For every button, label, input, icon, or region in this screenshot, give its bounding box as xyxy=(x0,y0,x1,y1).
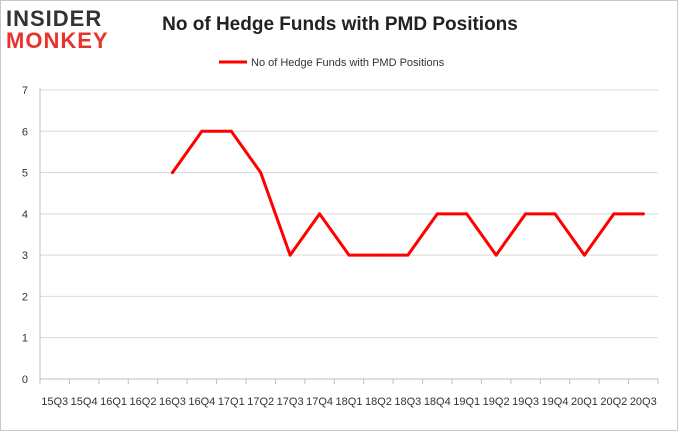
data-point xyxy=(200,129,204,133)
data-point xyxy=(376,253,380,257)
x-tick-label: 20Q1 xyxy=(571,396,598,408)
x-tick-label: 17Q4 xyxy=(306,396,333,408)
y-tick-label: 5 xyxy=(22,168,28,180)
y-tick-label: 4 xyxy=(22,209,28,221)
y-tick-labels: 0 1 2 3 4 5 6 7 xyxy=(22,85,28,386)
x-tick-label: 17Q1 xyxy=(218,396,245,408)
x-tick-label: 18Q2 xyxy=(365,396,392,408)
axes xyxy=(39,88,659,384)
insider-monkey-logo: INSIDER MONKEY xyxy=(6,8,128,56)
x-tick-label: 19Q2 xyxy=(483,396,510,408)
logo-line-1: INSIDER xyxy=(6,6,103,31)
data-point xyxy=(494,253,498,257)
legend-label: No of Hedge Funds with PMD Positions xyxy=(251,57,445,69)
x-tick-label: 17Q2 xyxy=(247,396,274,408)
x-tick-label: 18Q1 xyxy=(336,396,363,408)
series-line-0 xyxy=(170,129,645,257)
data-point xyxy=(641,212,645,216)
x-tick-label: 18Q3 xyxy=(394,396,421,408)
y-tick-label: 2 xyxy=(22,291,28,303)
x-tick-label: 16Q1 xyxy=(100,396,127,408)
x-tick-label: 16Q2 xyxy=(130,396,157,408)
data-point xyxy=(612,212,616,216)
y-tick-label: 6 xyxy=(22,126,28,138)
y-tick-label: 7 xyxy=(22,85,28,97)
logo-line-2: MONKEY xyxy=(6,28,109,53)
y-tick-label: 3 xyxy=(22,250,28,262)
y-tick-label: 0 xyxy=(22,374,28,386)
x-tick-label: 15Q3 xyxy=(41,396,68,408)
y-tick-label: 1 xyxy=(22,333,28,345)
data-point xyxy=(318,212,322,216)
chart-title: No of Hedge Funds with PMD Positions xyxy=(162,14,518,35)
data-point xyxy=(170,171,174,175)
legend: No of Hedge Funds with PMD Positions xyxy=(219,57,445,69)
data-point xyxy=(406,253,410,257)
x-tick-label: 16Q3 xyxy=(159,396,186,408)
x-tick-label: 19Q4 xyxy=(542,396,569,408)
data-point xyxy=(524,212,528,216)
x-tick-label: 17Q3 xyxy=(277,396,304,408)
x-tick-label: 20Q3 xyxy=(630,396,657,408)
data-point xyxy=(582,253,586,257)
x-tick-label: 20Q2 xyxy=(600,396,627,408)
x-tick-label: 18Q4 xyxy=(424,396,451,408)
x-tick-labels: 15Q3 15Q4 16Q1 16Q2 16Q3 16Q4 17Q1 17Q2 17Q3 17Q4… xyxy=(41,396,656,408)
data-point xyxy=(229,129,233,133)
data-point xyxy=(553,212,557,216)
x-tick-label: 15Q4 xyxy=(71,396,98,408)
gridlines xyxy=(40,89,658,339)
data-point xyxy=(465,212,469,216)
data-point xyxy=(435,212,439,216)
data-point xyxy=(288,253,292,257)
data-point xyxy=(259,171,263,175)
x-tick-label: 19Q3 xyxy=(512,396,539,408)
series-layer xyxy=(170,129,645,257)
x-tick-label: 16Q4 xyxy=(188,396,215,408)
x-tick-label: 19Q1 xyxy=(453,396,480,408)
data-point xyxy=(347,253,351,257)
